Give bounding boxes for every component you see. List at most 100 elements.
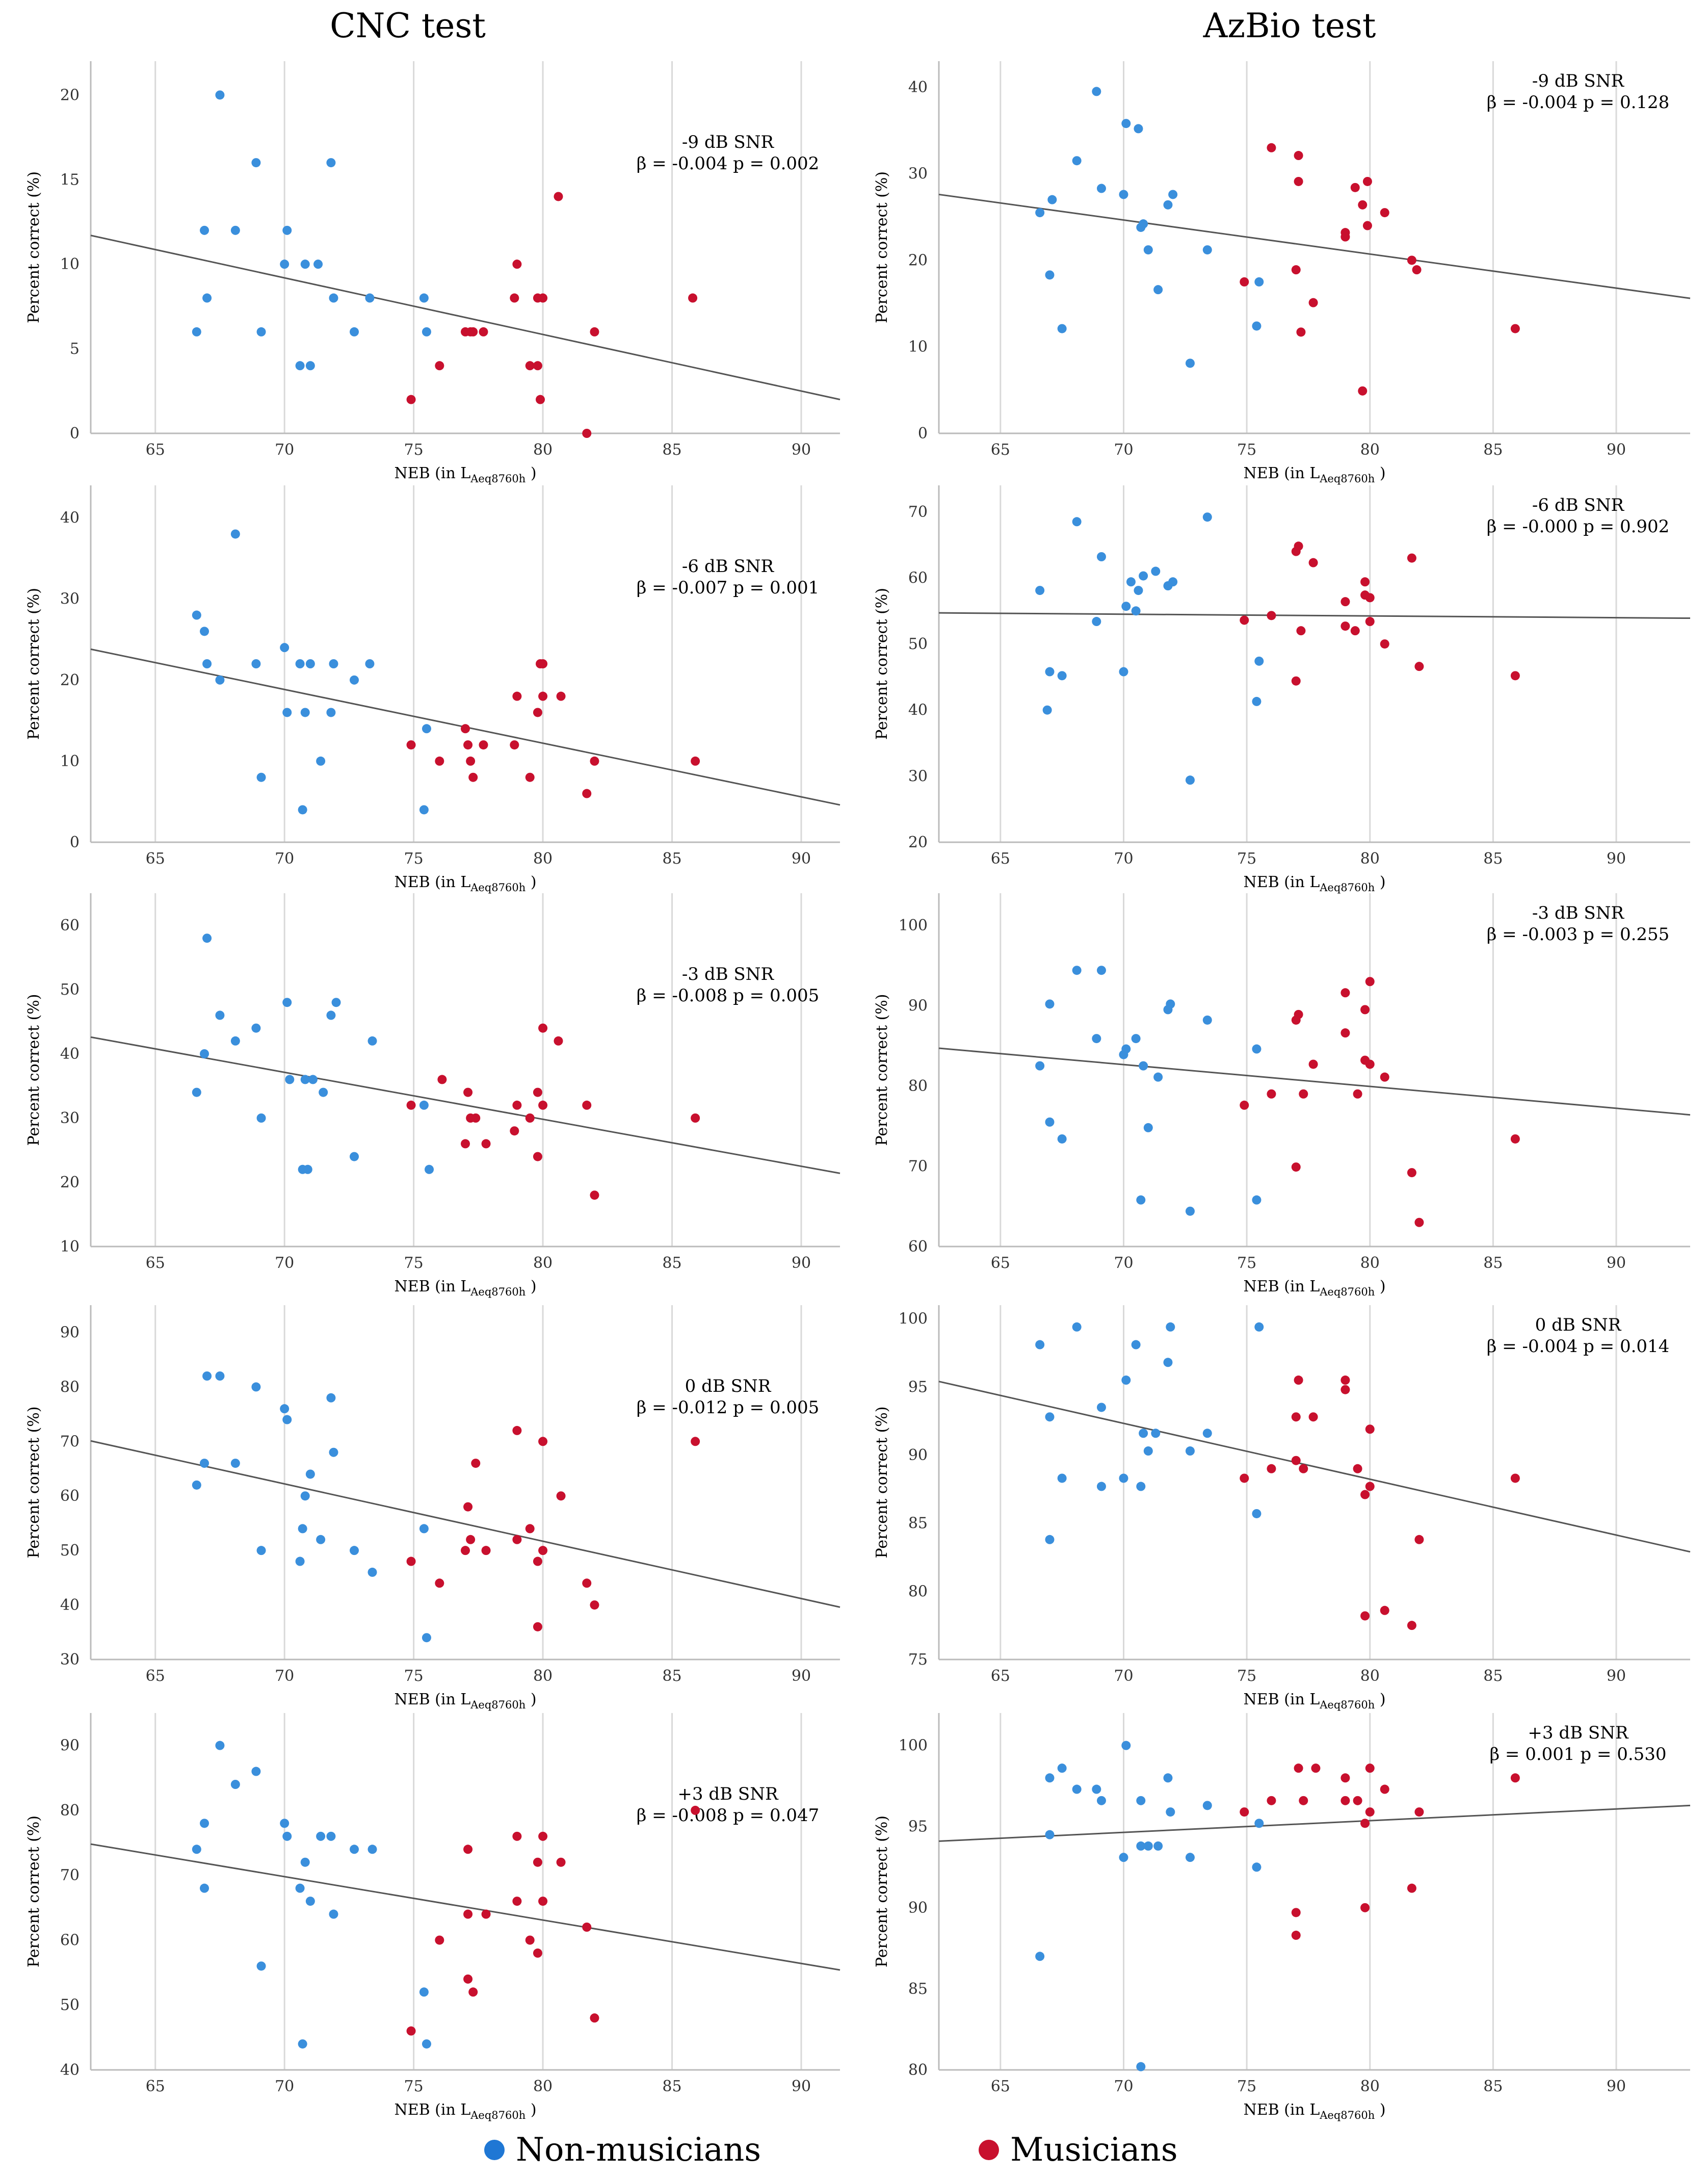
- data-point-nonmusician: [192, 1480, 201, 1490]
- data-point-nonmusician: [303, 1164, 312, 1174]
- data-point-musician: [512, 1831, 522, 1841]
- data-point-nonmusician: [1168, 577, 1178, 587]
- x-tick-label: 70: [1114, 1254, 1133, 1272]
- data-point-musician: [1267, 1464, 1276, 1473]
- data-point-nonmusician: [251, 158, 261, 168]
- x-tick-label: 85: [662, 2078, 681, 2095]
- data-point-nonmusician: [251, 1767, 261, 1776]
- data-point-musician: [538, 691, 548, 701]
- data-point-nonmusician: [1121, 119, 1131, 128]
- data-point-nonmusician: [1096, 184, 1106, 193]
- x-tick-label: 80: [533, 441, 553, 459]
- y-tick-label: 70: [908, 503, 928, 521]
- x-axis-label: NEB (in LAeq8760h ): [1243, 1691, 1385, 1711]
- snr-condition-label: -3 dB SNR: [1532, 903, 1625, 923]
- data-point-musician: [512, 1535, 522, 1544]
- x-tick-label: 70: [1114, 1667, 1133, 1685]
- y-tick-label: 80: [60, 1802, 80, 1820]
- x-axis-label: NEB (in LAeq8760h ): [1243, 464, 1385, 485]
- data-point-musician: [1294, 151, 1303, 161]
- y-tick-label: 95: [908, 1818, 928, 1836]
- data-point-nonmusician: [280, 643, 290, 653]
- data-point-nonmusician: [282, 1415, 292, 1424]
- data-point-musician: [1510, 324, 1520, 333]
- data-point-musician: [1380, 639, 1389, 649]
- regression-line: [90, 1843, 840, 1971]
- x-tick-label: 75: [1237, 2078, 1256, 2095]
- data-point-musician: [533, 1622, 542, 1631]
- data-point-musician: [1308, 1059, 1318, 1069]
- data-point-nonmusician: [1252, 321, 1262, 331]
- legend-musicians-label: Musicians: [1010, 2131, 1178, 2169]
- data-point-musician: [1291, 1412, 1301, 1422]
- data-point-musician: [1414, 1535, 1424, 1544]
- data-point-nonmusician: [200, 1819, 209, 1828]
- data-point-musician: [1350, 183, 1360, 192]
- data-point-nonmusician: [1163, 1005, 1173, 1015]
- x-tick-label: 75: [404, 2078, 424, 2095]
- data-point-musician: [1350, 626, 1360, 636]
- data-point-nonmusician: [298, 2039, 307, 2049]
- y-tick-label: 80: [60, 1378, 80, 1396]
- data-point-musician: [406, 2026, 416, 2036]
- panel-azbio-3: 65 70 75 80 85 90 60 70 80 90 100 Percent correct (…: [873, 893, 1691, 1298]
- snr-condition-label: 0 dB SNR: [1535, 1315, 1622, 1335]
- regression-line: [938, 1381, 1691, 1553]
- panel-cnc-2: 65 70 75 80 85 90 0 10 20 30 40 Percent correct (%)…: [25, 485, 840, 894]
- data-point-musician: [1414, 1217, 1424, 1227]
- data-point-musician: [463, 740, 473, 750]
- regression-line: [90, 235, 840, 401]
- y-tick-label: 5: [70, 340, 80, 358]
- legend-musicians-marker: [979, 2140, 999, 2160]
- data-point-musician: [538, 1100, 548, 1110]
- data-point-musician: [533, 1557, 542, 1566]
- data-point-musician: [533, 708, 542, 717]
- data-point-musician: [538, 1437, 548, 1446]
- data-point-nonmusician: [1121, 602, 1131, 611]
- data-point-musician: [468, 772, 478, 782]
- data-point-nonmusician: [256, 1546, 266, 1555]
- data-point-nonmusician: [1252, 1044, 1262, 1054]
- data-point-musician: [481, 1546, 491, 1555]
- data-point-musician: [1365, 1059, 1375, 1069]
- data-point-musician: [554, 192, 563, 201]
- y-tick-label: 100: [899, 1310, 928, 1328]
- snr-condition-label: -9 dB SNR: [682, 132, 775, 152]
- data-point-nonmusician: [200, 1459, 209, 1468]
- panel-azbio-2: 65 70 75 80 85 90 20 30 40 50 60 70 Percent correct …: [873, 485, 1691, 894]
- data-point-nonmusician: [1202, 1801, 1212, 1810]
- y-axis-label: Percent correct (%): [873, 994, 891, 1146]
- data-point-nonmusician: [1047, 195, 1057, 204]
- data-point-nonmusician: [1252, 1509, 1262, 1518]
- data-point-nonmusician: [1143, 245, 1153, 255]
- data-point-musician: [1360, 1490, 1370, 1499]
- data-point-nonmusician: [1072, 517, 1082, 527]
- column-title-azbio: AzBio test: [1203, 6, 1376, 45]
- x-tick-label: 65: [146, 850, 165, 868]
- data-point-nonmusician: [1035, 1340, 1045, 1350]
- data-point-musician: [471, 1113, 481, 1123]
- snr-condition-label: -6 dB SNR: [1532, 495, 1625, 515]
- data-point-nonmusician: [1119, 1853, 1128, 1862]
- y-tick-label: 60: [60, 917, 80, 935]
- data-point-musician: [1365, 1807, 1375, 1817]
- legend-nonmusicians-marker: [484, 2140, 505, 2160]
- data-point-musician: [1362, 221, 1372, 230]
- data-point-nonmusician: [329, 293, 338, 303]
- data-point-musician: [1240, 277, 1249, 287]
- data-point-nonmusician: [200, 1883, 209, 1893]
- data-point-musician: [510, 740, 519, 750]
- regression-line: [90, 1440, 840, 1608]
- x-tick-label: 90: [1607, 1667, 1626, 1685]
- data-point-musician: [1510, 1773, 1520, 1783]
- y-tick-label: 100: [899, 917, 928, 935]
- data-point-nonmusician: [300, 708, 310, 717]
- y-tick-label: 10: [908, 338, 928, 356]
- data-point-nonmusician: [422, 1633, 431, 1643]
- panel-azbio-5: 65 70 75 80 85 90 80 85 90 95 100 Percent correct (…: [873, 1713, 1691, 2121]
- data-point-nonmusician: [1139, 1061, 1148, 1071]
- data-point-nonmusician: [200, 1049, 209, 1058]
- data-point-nonmusician: [1057, 1134, 1067, 1144]
- data-point-nonmusician: [350, 327, 359, 336]
- data-point-musician: [688, 293, 698, 303]
